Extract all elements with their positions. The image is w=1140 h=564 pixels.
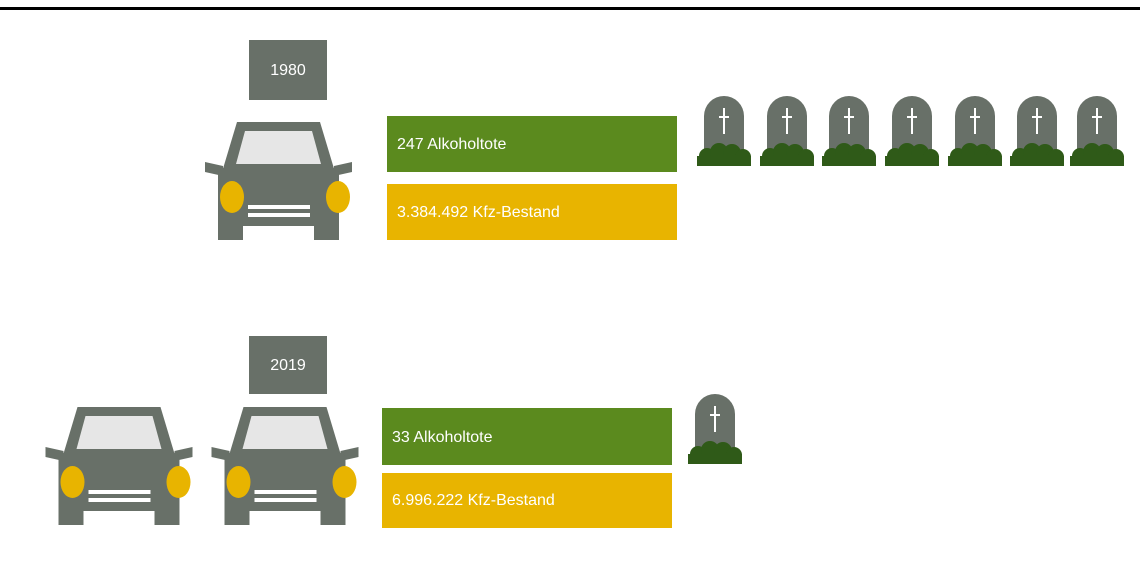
top-rule bbox=[0, 7, 1140, 10]
car-icon bbox=[205, 122, 352, 240]
deaths-label: 247 Alkoholtote bbox=[397, 136, 507, 153]
car-icon bbox=[211, 407, 359, 525]
vehicles-label: 3.384.492 Kfz-Bestand bbox=[397, 204, 560, 221]
year-label: 2019 bbox=[270, 357, 306, 374]
gravestone bbox=[948, 96, 1002, 166]
year-label: 1980 bbox=[270, 62, 306, 79]
gravestone bbox=[760, 96, 814, 166]
gravestone bbox=[1010, 96, 1064, 166]
deaths-bar bbox=[387, 116, 677, 172]
vehicles-label: 6.996.222 Kfz-Bestand bbox=[392, 492, 555, 509]
gravestone bbox=[1070, 96, 1124, 166]
gravestone bbox=[822, 96, 876, 166]
gravestone bbox=[697, 96, 751, 166]
gravestone bbox=[885, 96, 939, 166]
deaths-bar bbox=[382, 408, 672, 465]
vehicles-bar bbox=[387, 184, 677, 240]
car-icon bbox=[45, 407, 193, 525]
year-box bbox=[249, 336, 327, 394]
year-box bbox=[249, 40, 327, 100]
gravestone bbox=[688, 394, 742, 464]
deaths-label: 33 Alkoholtote bbox=[392, 429, 493, 446]
vehicles-bar bbox=[382, 473, 672, 528]
